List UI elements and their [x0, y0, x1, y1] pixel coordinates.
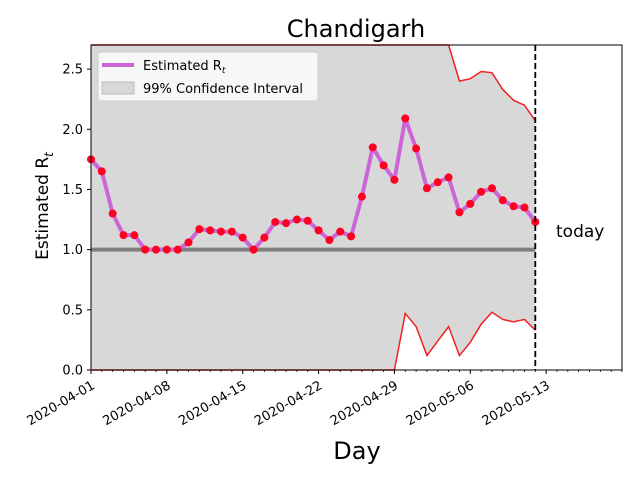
data-point	[379, 161, 388, 170]
x-tick-label: 2020-04-01	[25, 378, 98, 429]
x-tick-label: 2020-04-22	[252, 378, 325, 429]
data-point	[249, 245, 258, 254]
y-tick-label: 2.0	[62, 123, 83, 138]
chart-title: Chandigarh	[287, 15, 425, 43]
data-point	[347, 232, 356, 241]
x-tick-label: 2020-05-13	[480, 378, 553, 429]
data-point	[509, 202, 518, 211]
data-point	[141, 245, 150, 254]
data-point	[173, 245, 182, 254]
data-point	[130, 231, 139, 240]
data-point	[292, 215, 301, 224]
data-point	[520, 203, 529, 212]
y-axis-label-subscript: t	[42, 151, 56, 157]
legend-frame	[97, 51, 319, 102]
data-point	[368, 143, 377, 152]
data-point	[477, 187, 486, 196]
data-point	[498, 196, 507, 205]
data-point	[401, 114, 410, 123]
data-point	[227, 227, 236, 236]
data-point	[455, 208, 464, 217]
data-point	[238, 233, 247, 242]
data-point	[97, 167, 106, 176]
x-tick-label: 2020-04-15	[176, 378, 249, 429]
legend-ci-swatch	[101, 81, 135, 95]
data-point	[282, 219, 291, 228]
data-point	[260, 233, 269, 242]
x-tick-label: 2020-04-29	[328, 378, 401, 429]
y-tick-label: 0.0	[62, 364, 83, 379]
y-tick-label: 0.5	[62, 303, 83, 318]
plot-area	[87, 44, 540, 371]
data-point	[357, 192, 366, 201]
data-point	[303, 216, 312, 225]
x-axis-label: Day	[333, 437, 380, 465]
x-tick-label: 2020-04-08	[100, 378, 173, 429]
plot-frame	[90, 44, 623, 371]
data-point	[412, 144, 421, 153]
data-point	[119, 231, 128, 240]
legend-estimate-label: Estimated Rt	[143, 59, 226, 76]
data-point	[336, 227, 345, 236]
data-point	[390, 175, 399, 184]
legend-ci-label: 99% Confidence Interval	[143, 82, 303, 97]
today-label: today	[556, 222, 604, 242]
data-point	[422, 184, 431, 193]
data-point	[184, 238, 193, 247]
y-tick-label: 1.0	[62, 243, 83, 258]
data-point	[162, 245, 171, 254]
ci-band	[91, 45, 536, 370]
data-point	[206, 226, 215, 235]
data-point	[195, 225, 204, 234]
legend-estimate-text: Estimated R	[143, 59, 222, 74]
y-tick-label: 2.5	[62, 63, 83, 78]
data-point	[108, 209, 117, 218]
data-point	[152, 245, 161, 254]
data-point	[466, 199, 475, 208]
data-point	[325, 236, 334, 244]
x-tick-label: 2020-05-06	[404, 378, 477, 429]
data-point	[444, 173, 453, 182]
data-point	[271, 217, 280, 226]
data-point	[487, 184, 496, 193]
y-tick-label: 1.5	[62, 183, 83, 198]
data-point	[314, 226, 323, 235]
data-point	[433, 178, 442, 187]
legend: Estimated Rt 99% Confidence Interval	[97, 51, 319, 102]
data-point	[217, 227, 226, 236]
y-axis-label-text: Estimated R	[33, 157, 53, 260]
y-axis-label: Estimated Rt	[33, 151, 56, 260]
legend-estimate-subscript: t	[222, 66, 226, 76]
